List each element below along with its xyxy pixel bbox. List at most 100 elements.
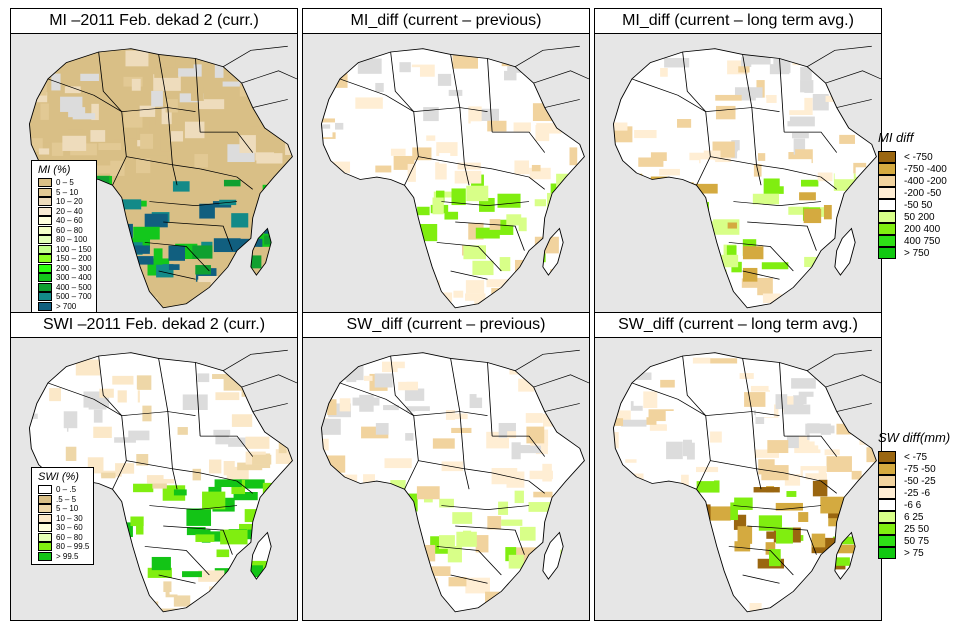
raster-patch [144,213,168,228]
panel-title: MI_diff (current – previous) [302,8,590,34]
raster-patch [693,183,718,194]
country-border [158,54,169,108]
raster-patch [228,278,251,293]
raster-patch [413,96,430,104]
raster-patch [656,239,676,256]
legend-title: MI diff [878,130,914,145]
raster-patch [579,189,585,196]
raster-patch [734,87,763,101]
raster-patch [436,190,445,203]
country-border [487,362,493,437]
raster-patch [786,435,799,449]
raster-patch [793,395,804,405]
raster-patch [470,121,487,135]
raster-patch [526,426,545,444]
raster-patch [809,427,821,442]
raster-patch [826,456,852,472]
legend-label: 200 400 [904,223,941,235]
legend-entry: -50 -25 [878,475,950,487]
raster-patch [614,614,638,620]
raster-patch [91,103,99,121]
raster-patch [182,571,202,578]
raster-patch [739,139,767,154]
raster-patch [358,276,375,289]
raster-patch [704,612,722,620]
raster-patch [153,74,181,91]
raster-patch [775,394,788,410]
raster-patch [710,431,722,443]
legend-label: 50 75 [904,535,930,547]
raster-patch [131,78,141,91]
country-border [784,435,838,457]
raster-patch [390,480,406,497]
raster-patch [788,206,809,215]
raster-patch [397,501,414,507]
raster-patch [321,208,331,219]
raster-patch [321,591,331,601]
raster-patch [102,570,113,582]
raster-patch [321,229,337,244]
legend-entry: 30 – 60 [38,523,89,533]
legend-swatch [38,254,52,264]
raster-patch [146,475,175,484]
raster-patch [387,209,399,223]
legend-label: < -75 [904,451,928,463]
country-border [404,415,419,490]
legend-swatch [38,216,52,226]
raster-patch [136,524,144,535]
raster-patch [613,284,618,295]
raster-patch [613,77,623,94]
legend-entry: 300 – 400 [38,273,92,283]
raster-patch [271,542,283,550]
raster-patch [385,264,402,272]
raster-patch [399,572,423,586]
raster-patch [45,599,62,605]
raster-patch [130,287,140,294]
legend-swatch [878,475,896,487]
raster-patch [861,181,877,193]
raster-patch [643,391,658,408]
raster-patch [505,547,517,562]
legend-swatch [38,235,52,245]
raster-patch [452,512,473,524]
legend-swatch [878,247,896,259]
raster-patch [634,129,657,139]
raster-patch [451,188,466,206]
country-border [200,168,253,190]
raster-patch [668,399,690,411]
map-mi-diff-longterm [594,33,882,317]
country-border [710,156,762,186]
raster-patch [75,359,100,376]
country-border [149,201,238,207]
legend-entry: 5 – 10 [38,188,92,198]
raster-patch [779,169,797,187]
raster-patch [321,418,341,435]
raster-patch [855,228,874,241]
raster-patch [257,100,269,118]
raster-patch [375,423,389,435]
raster-patch [12,388,24,402]
raster-patch [38,148,50,155]
raster-patch [123,559,133,572]
raster-patch [667,182,694,190]
raster-patch [561,387,585,401]
raster-patch [824,448,840,456]
raster-patch [331,589,340,595]
legend-label: -750 -400 [904,163,947,175]
raster-patch [472,90,491,101]
raster-patch [556,108,567,120]
raster-patch [767,440,789,454]
raster-patch [153,248,163,265]
raster-patch [667,576,690,584]
raster-patch [737,526,753,544]
raster-patch [61,598,74,606]
raster-patch [239,135,256,153]
raster-patch [214,479,242,488]
raster-patch [404,594,431,607]
raster-patch [557,82,576,100]
raster-patch [646,609,663,612]
raster-patch [261,82,272,97]
raster-patch [613,53,639,66]
raster-patch [613,267,637,276]
map-sw-diff-previous [302,337,590,621]
